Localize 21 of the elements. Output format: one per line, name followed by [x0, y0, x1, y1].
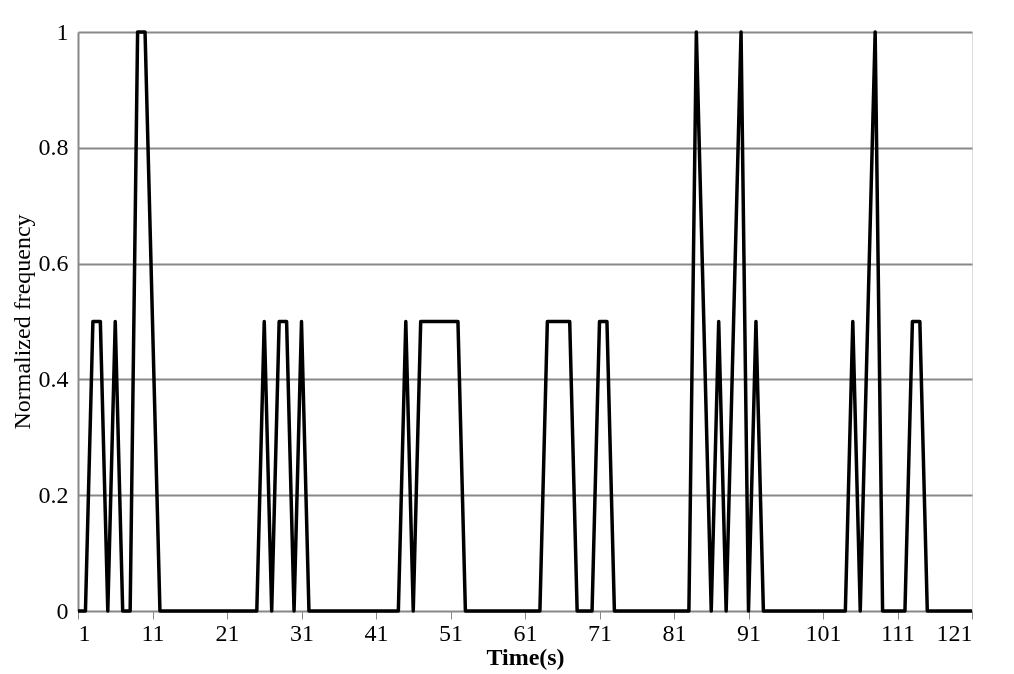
x-tick-label: 81 [662, 619, 687, 646]
x-tick-label: 91 [737, 619, 761, 646]
x-tick-label: 61 [513, 619, 538, 646]
y-tick-label: 1 [56, 18, 69, 45]
x-tick-label: 111 [880, 619, 916, 646]
y-tick-label: 0.6 [38, 250, 69, 277]
x-axis-title: Time(s) [486, 643, 565, 670]
y-tick-label: 0.4 [38, 365, 69, 392]
y-axis-title: Normalized frequency [8, 214, 35, 430]
y-tick-label: 0 [56, 597, 69, 624]
x-tick-label: 51 [439, 619, 463, 646]
x-tick-label: 71 [588, 619, 612, 646]
y-tick-label: 0.8 [38, 134, 69, 161]
x-tick-label: 21 [215, 619, 240, 646]
x-tick-label: 41 [364, 619, 389, 646]
x-tick-label: 1 [78, 619, 91, 646]
x-tick-label: 121 [936, 619, 973, 646]
x-tick-label: 101 [805, 619, 842, 646]
x-tick-label: 11 [141, 619, 165, 646]
x-tick-label: 31 [290, 619, 314, 646]
y-tick-label: 0.2 [38, 481, 69, 508]
